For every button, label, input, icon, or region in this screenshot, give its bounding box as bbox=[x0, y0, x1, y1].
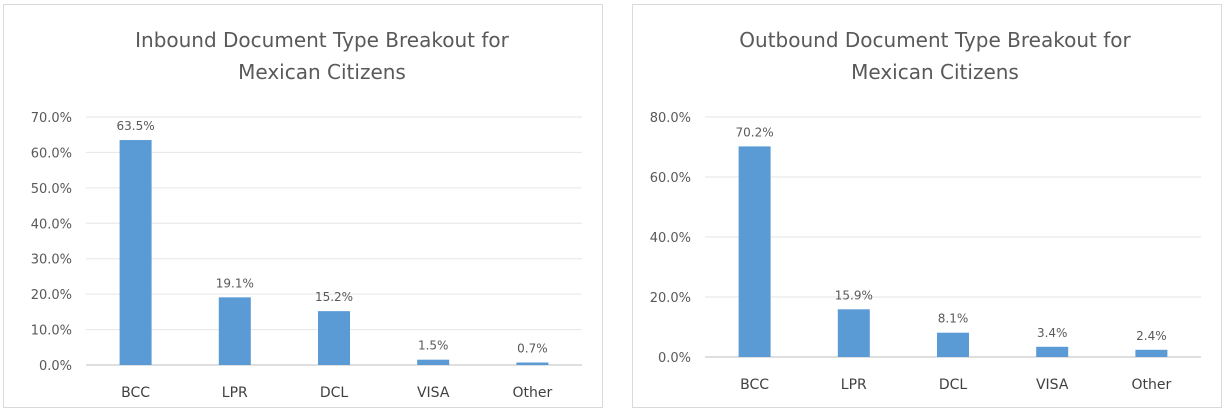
y-tick-label: 50.0% bbox=[31, 182, 72, 197]
bar-bcc bbox=[119, 140, 152, 365]
data-label: 2.4% bbox=[1136, 329, 1167, 343]
y-tick-label: 60.0% bbox=[650, 171, 691, 186]
chart-title-line-1: Outbound Document Type Breakout for bbox=[739, 28, 1131, 52]
bar-dcl bbox=[937, 332, 969, 357]
y-tick-label: 80.0% bbox=[650, 111, 691, 126]
data-label: 15.9% bbox=[835, 288, 873, 302]
y-tick-label: 20.0% bbox=[650, 291, 691, 306]
category-label: VISA bbox=[1036, 377, 1069, 393]
data-label: 1.5% bbox=[418, 339, 449, 353]
category-label: BCC bbox=[740, 377, 769, 393]
data-label: 70.2% bbox=[736, 125, 774, 139]
category-label: DCL bbox=[939, 377, 968, 393]
data-label: 19.1% bbox=[216, 276, 254, 290]
category-label: LPR bbox=[222, 385, 248, 401]
outbound-bar-chart: Outbound Document Type Breakout for Mexi… bbox=[650, 28, 1201, 393]
bar-visa bbox=[1036, 346, 1069, 357]
bar-other bbox=[1135, 349, 1168, 357]
inbound-bar-chart: Inbound Document Type Breakout for Mexic… bbox=[31, 28, 582, 401]
y-tick-label: 70.0% bbox=[31, 111, 72, 126]
y-tick-label: 0.0% bbox=[39, 359, 72, 374]
category-label: DCL bbox=[320, 385, 349, 401]
y-tick-label: 40.0% bbox=[650, 231, 691, 246]
y-tick-label: 60.0% bbox=[31, 146, 72, 161]
y-tick-label: 30.0% bbox=[31, 253, 72, 268]
chart-panel-outbound: Outbound Document Type Breakout for Mexi… bbox=[632, 4, 1222, 408]
plot-area: 0.0% 10.0% 20.0% 30.0% 40.0% 50.0% 60.0% 70.0% 6… bbox=[31, 111, 582, 401]
y-tick-label: 0.0% bbox=[658, 351, 691, 366]
bar-lpr bbox=[218, 297, 251, 365]
data-label: 8.1% bbox=[938, 312, 969, 326]
data-label: 63.5% bbox=[117, 119, 155, 133]
bar-other bbox=[516, 362, 549, 365]
data-label: 3.4% bbox=[1037, 326, 1068, 340]
bar-dcl bbox=[318, 311, 350, 365]
category-label: VISA bbox=[417, 385, 450, 401]
data-label: 0.7% bbox=[517, 342, 548, 356]
y-tick-label: 40.0% bbox=[31, 217, 72, 232]
category-label: LPR bbox=[841, 377, 867, 393]
data-label: 15.2% bbox=[315, 290, 353, 304]
chart-title-line-1: Inbound Document Type Breakout for bbox=[135, 28, 509, 52]
chart-title-line-2: Mexican Citizens bbox=[851, 60, 1019, 84]
bar-visa bbox=[417, 359, 450, 365]
category-label: BCC bbox=[121, 385, 150, 401]
y-tick-label: 20.0% bbox=[31, 288, 72, 303]
y-tick-label: 10.0% bbox=[31, 324, 72, 339]
category-label: Other bbox=[513, 385, 553, 401]
chart-title-line-2: Mexican Citizens bbox=[238, 60, 406, 84]
bar-lpr bbox=[837, 309, 870, 357]
bar-bcc bbox=[738, 146, 771, 357]
category-label: Other bbox=[1132, 377, 1172, 393]
plot-area: 0.0% 20.0% 40.0% 60.0% 80.0% 70.2% BCC 15.9% LPR… bbox=[650, 111, 1201, 393]
chart-panel-inbound: Inbound Document Type Breakout for Mexic… bbox=[3, 4, 603, 408]
